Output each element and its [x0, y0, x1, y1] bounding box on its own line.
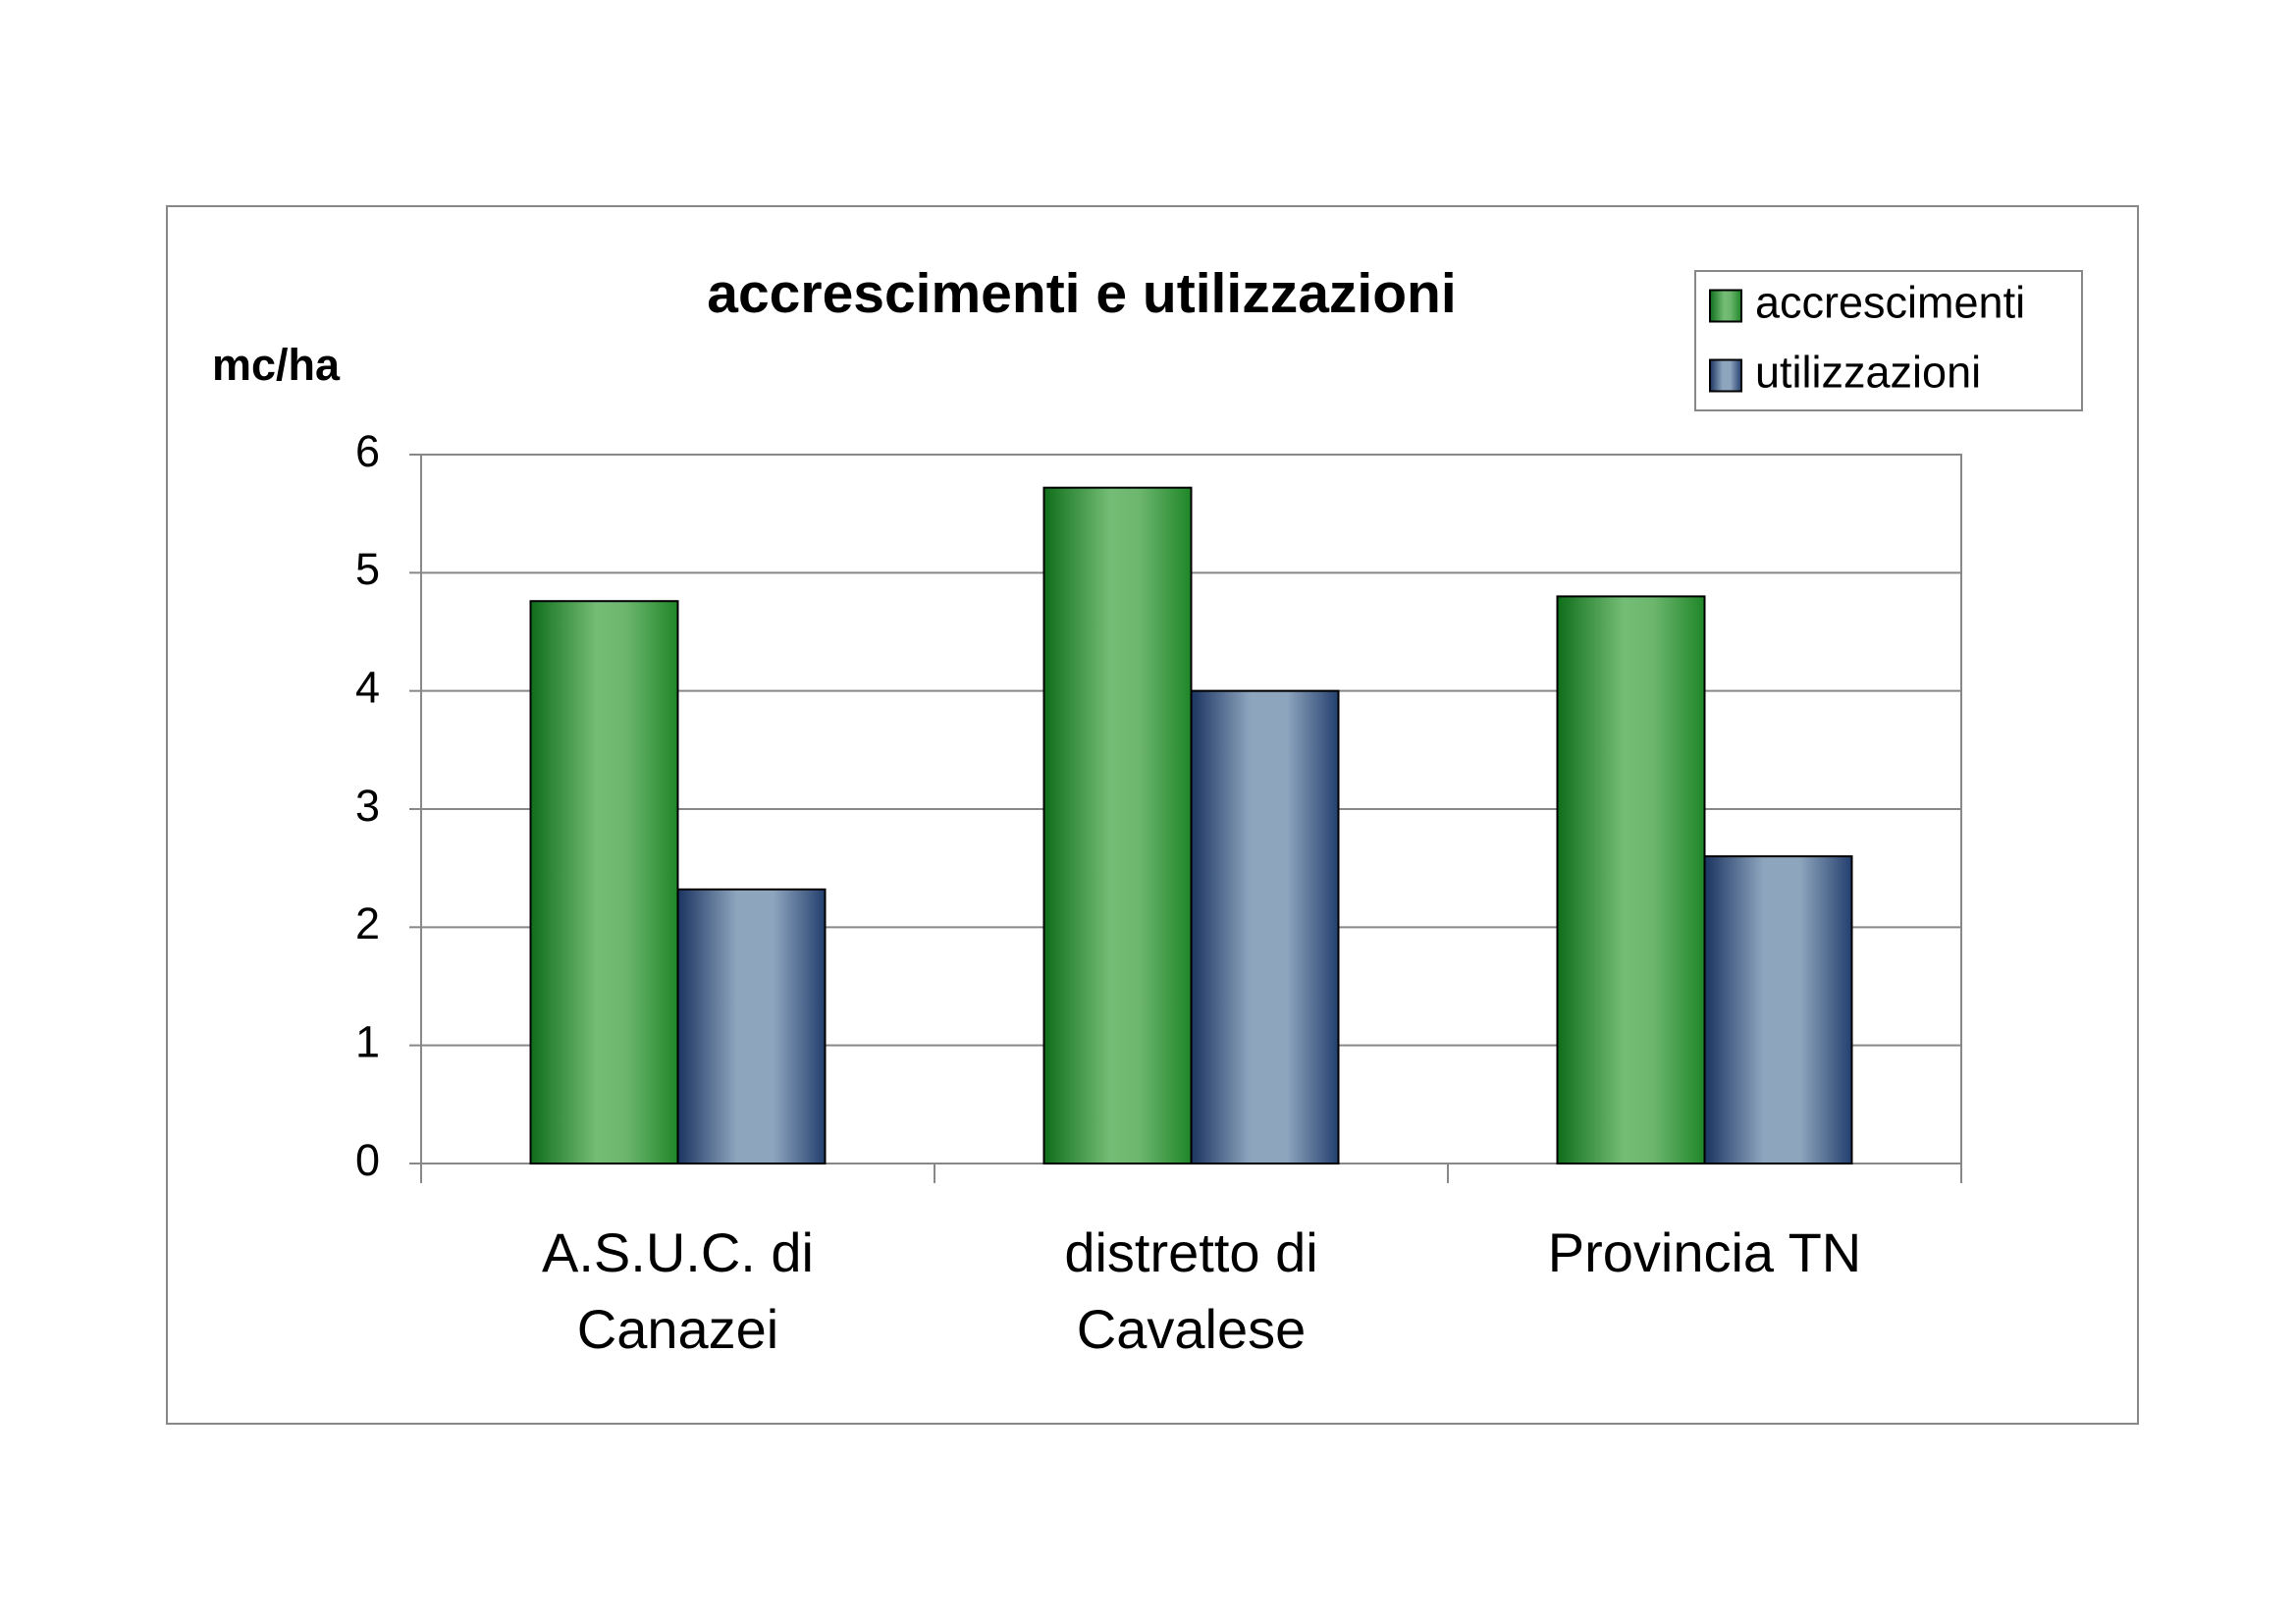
- legend-swatch: [1709, 358, 1742, 393]
- bar: [1703, 855, 1853, 1165]
- x-tick-label: A.S.U.C. di Canazei: [542, 1221, 814, 1360]
- y-tick-label: 1: [355, 1017, 380, 1067]
- y-axis-label: mc/ha: [212, 340, 341, 390]
- y-tick-label: 2: [355, 898, 380, 948]
- y-tick-label: 3: [355, 781, 380, 831]
- y-tick-label: 6: [355, 426, 380, 476]
- bar: [1042, 486, 1193, 1164]
- legend-swatch: [1709, 289, 1742, 323]
- y-tick-label: 5: [355, 544, 380, 594]
- y-tick-label: 4: [355, 663, 380, 713]
- legend-box: [1694, 270, 2083, 411]
- bar: [1556, 595, 1706, 1164]
- y-tick-label: 0: [355, 1135, 380, 1185]
- bar: [676, 888, 827, 1164]
- legend-label: accrescimenti: [1755, 277, 2025, 327]
- bar: [1190, 689, 1340, 1165]
- x-tick-label: distretto di Cavalese: [1064, 1221, 1318, 1360]
- legend-label: utilizzazioni: [1755, 347, 1981, 397]
- x-tick-label: Provincia TN: [1547, 1221, 1862, 1283]
- bar: [529, 600, 679, 1164]
- chart-title: accrescimenti e utilizzazioni: [707, 262, 1456, 325]
